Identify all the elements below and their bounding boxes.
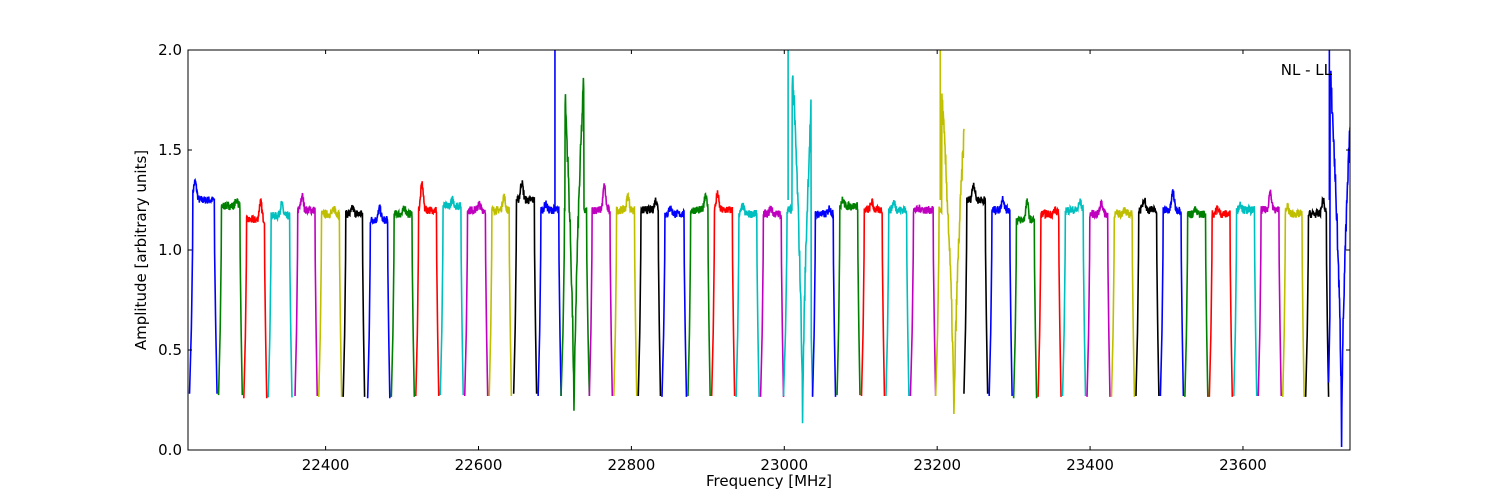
- spectrum-segment: [988, 196, 1013, 397]
- x-tick-label: 22600: [455, 456, 503, 474]
- spectrum-segment: [1012, 198, 1038, 399]
- spectrum-segment: [885, 199, 910, 397]
- series-layer: [188, 50, 1350, 448]
- spectrum-segment: [342, 204, 366, 397]
- spectrum-segment: [637, 197, 662, 397]
- spectrum-segment: [439, 195, 465, 396]
- x-axis-label: Frequency [MHz]: [706, 472, 832, 490]
- spectrum-segment: [1233, 201, 1258, 397]
- spectrum-segment: [1061, 198, 1087, 397]
- spectrum-segment: [267, 200, 293, 398]
- spectrum-segment: [390, 205, 416, 397]
- x-tick-label: 23400: [1066, 456, 1114, 474]
- spectrum-segment: [560, 77, 591, 411]
- spectrum-segment: [661, 205, 688, 397]
- spectrum-segment: [687, 192, 711, 397]
- spectrum-segment: [860, 197, 886, 397]
- spectrum-segment: [1208, 205, 1234, 397]
- spectrum-segment: [294, 192, 318, 397]
- y-tick-label: 0.0: [158, 441, 182, 459]
- spectrum-segment: [613, 191, 638, 397]
- spectrum-segment: [1159, 189, 1185, 397]
- y-tick-label: 0.5: [158, 341, 182, 359]
- y-axis-label: Amplitude [arbitrary units]: [132, 150, 150, 350]
- spectrum-segment: [1110, 207, 1136, 397]
- spectrum-segment: [1257, 189, 1282, 397]
- y-tick-label: 1.0: [158, 241, 182, 259]
- spectrum-segment: [188, 178, 218, 394]
- spectrum-segment: [811, 205, 837, 397]
- x-axis: 22400 22600 22800 23000 23200 23400 23600: [302, 50, 1267, 474]
- y-tick-label: 1.5: [158, 141, 182, 159]
- spectrum-segment: [463, 200, 489, 397]
- spectrum-segment: [836, 196, 861, 396]
- x-tick-label: 22400: [302, 456, 350, 474]
- chart-annotation: NL - LL: [1281, 61, 1333, 79]
- spectrum-segment: [488, 193, 513, 397]
- spectrum-segment: [537, 50, 562, 397]
- x-tick-label: 23200: [913, 456, 961, 474]
- spectrum-segment: [934, 50, 965, 415]
- y-tick-label: 2.0: [158, 41, 182, 59]
- spectrum-segment: [782, 50, 814, 424]
- spectrum-segment: [963, 182, 989, 394]
- spectrum-segment: [1135, 197, 1160, 397]
- spectrum-segment: [1184, 206, 1209, 397]
- spectrum-segment: [909, 204, 937, 397]
- spectrum-segment: [243, 197, 268, 399]
- y-axis: 0.0 0.5 1.0 1.5 2.0: [158, 41, 1350, 459]
- spectrum-segment: [415, 181, 440, 397]
- spectrum-segment: [1304, 195, 1330, 397]
- spectrum-segment: [317, 205, 343, 397]
- spectrum-segment: [1281, 202, 1305, 397]
- x-tick-label: 23600: [1219, 456, 1267, 474]
- spectrum-segment: [588, 183, 614, 397]
- x-tick-label: 23000: [760, 456, 808, 474]
- spectrum-segment: [366, 204, 391, 399]
- spectrum-segment: [735, 202, 760, 397]
- x-tick-label: 22800: [608, 456, 656, 474]
- spectrum-segment: [759, 205, 785, 397]
- spectrum-segment: [1327, 50, 1350, 448]
- spectrum-segment: [710, 190, 736, 397]
- spectrum-segment: [217, 198, 244, 396]
- spectrum-segment: [1037, 206, 1062, 397]
- spectrum-segment: [512, 180, 538, 394]
- spectrum-segment: [1086, 198, 1111, 397]
